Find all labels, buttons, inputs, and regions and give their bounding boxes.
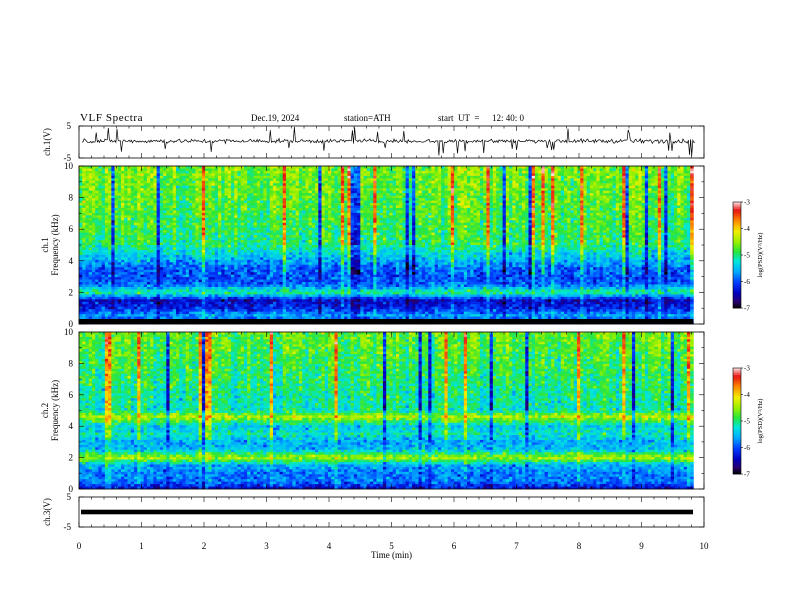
ch2-ylabel: ch.2 [40,403,50,418]
ch2-colorbar-label: log(PSD)(V²/Hz) [757,399,764,444]
ch1-spectrogram-image [79,166,694,324]
ch3-ytick--5: -5 [64,522,72,532]
time-tick-2: 2 [202,541,207,551]
ch1-ylabel: ch.1(V) [42,128,52,156]
ch1-colorbar-tick--5: -5 [744,252,750,260]
time-tick-9: 9 [639,541,644,551]
ch3-ylabel: ch.3(V) [42,498,52,526]
ch2-ytick-8: 8 [69,358,74,368]
ch1-ytick-4: 4 [69,256,74,266]
time-tick-0: 0 [77,541,82,551]
ch2-colorbar-tick--7: -7 [744,471,750,479]
ch1-ylabel-frequency: Frequency (kHz) [50,214,60,275]
time-tick-1: 1 [139,541,144,551]
ch1-ylabel: ch.1 [40,237,50,252]
time-tick-6: 6 [452,541,457,551]
time-axis-label: Time (min) [371,550,412,560]
ch1-colorbar-tick--7: -7 [744,305,750,313]
ch2-colorbar-tick--3: -3 [744,365,750,373]
ch1-waveform-line [82,127,695,156]
ch2-colorbar-tick--5: -5 [744,418,750,426]
ch2-ytick-2: 2 [69,453,74,463]
ch2-ytick-6: 6 [69,390,74,400]
ch2-ylabel-frequency: Frequency (kHz) [50,380,60,441]
ch2-ytick-4: 4 [69,421,74,431]
time-tick-8: 8 [577,541,582,551]
ch1-ytick-6: 6 [69,224,74,234]
ch1-colorbar-tick--3: -3 [744,199,750,207]
ch1-ytick--5: -5 [64,153,72,163]
ch3-ytick-5: 5 [67,492,72,502]
ch2-colorbar-tick--6: -6 [744,444,750,452]
ch2-ytick-10: 10 [64,327,74,337]
ch1-low-band [79,319,693,324]
ch1-ytick-8: 8 [69,193,74,203]
time-tick-3: 3 [264,541,269,551]
ch2-spectrogram-image [79,332,694,489]
ch2-colorbar-tick--4: -4 [744,391,750,399]
ch1-colorbar-label: log(PSD)(V²/Hz) [757,233,764,278]
ch1-colorbar-tick--4: -4 [744,225,750,233]
ch3-waveform-line [81,510,693,515]
colorbars: -3 -4 -5 -6 -7 log(PSD)(V²/Hz) -3 -4 -5 -6 -7 log(P… [733,199,764,479]
ch1-colorbar-tick--6: -6 [744,278,750,286]
ch1-ytick-2: 2 [69,287,74,297]
ch1-ytick-5: 5 [67,121,72,131]
time-tick-10: 10 [700,541,710,551]
time-tick-7: 7 [514,541,519,551]
time-tick-4: 4 [327,541,332,551]
